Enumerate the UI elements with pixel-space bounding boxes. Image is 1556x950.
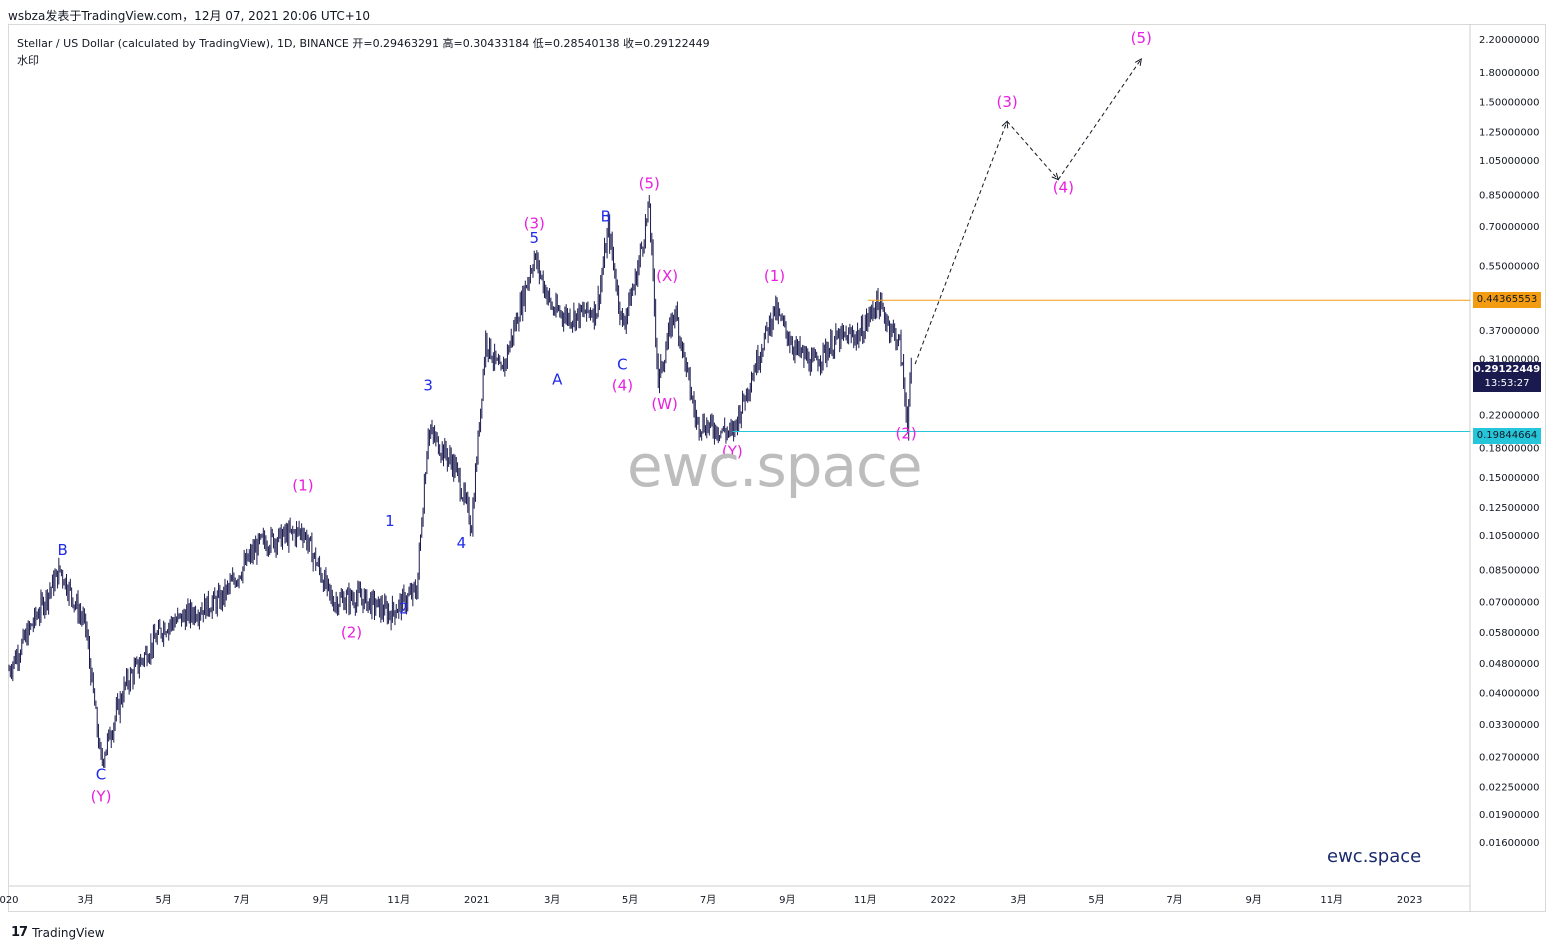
y-tick-label: 0.12500000	[1479, 503, 1539, 514]
x-tick-label: 11月	[1320, 894, 1343, 906]
wave-label: (2)	[341, 624, 362, 642]
brand-name: TradingView	[32, 925, 105, 940]
x-tick-label: 11月	[387, 894, 410, 906]
wave-label: B	[58, 541, 68, 559]
wave-label: (3)	[524, 214, 545, 232]
wave-label: (W)	[651, 395, 678, 413]
countdown-timer: 13:53:27	[1484, 378, 1530, 389]
projection-segment	[1006, 120, 1059, 180]
watermark-text: ewc.space	[627, 432, 923, 500]
y-tick-label: 0.37000000	[1479, 326, 1539, 337]
last-price-tag: 0.29122449 13:53:27	[1473, 362, 1541, 392]
wave-label: (1)	[292, 477, 313, 495]
y-tick-label: 0.55000000	[1479, 261, 1539, 272]
wave-label: (5)	[639, 175, 660, 193]
y-tick-label: 0.10500000	[1479, 531, 1539, 542]
y-tick-label: 1.05000000	[1479, 156, 1539, 167]
y-tick-label: 0.85000000	[1479, 190, 1539, 201]
y-tick-label: 2.20000000	[1479, 35, 1539, 46]
x-tick-label: 2023	[1397, 895, 1422, 906]
x-tick-label: 2021	[464, 895, 489, 906]
y-tick-label: 0.18000000	[1479, 443, 1539, 454]
wave-label: A	[552, 370, 563, 388]
snapshot-header: wsbza发表于TradingView.com，12月 07, 2021 20:…	[8, 9, 371, 23]
wave-label: C	[96, 765, 106, 783]
x-tick-label: 11月	[854, 894, 877, 906]
chart-frame	[8, 24, 1546, 912]
projection-arrowhead	[1134, 57, 1142, 66]
wave-label: C	[617, 356, 627, 374]
y-tick-label: 0.08500000	[1479, 566, 1539, 577]
corner-watermark: ewc.space	[1327, 846, 1422, 867]
y-tick-label: 0.07000000	[1479, 597, 1539, 608]
y-tick-label: 0.22000000	[1479, 411, 1539, 422]
y-tick-label: 0.02700000	[1479, 753, 1539, 764]
wave-label: 1	[385, 512, 395, 530]
projection-segment	[1057, 58, 1142, 180]
y-tick-label: 0.31000000	[1479, 355, 1539, 366]
resistance-price-tag: 0.44365553	[1473, 292, 1541, 308]
x-tick-label: 5月	[1088, 894, 1104, 906]
last-price-value: 0.29122449	[1473, 364, 1541, 375]
tradingview-logo-icon: 17	[11, 925, 28, 940]
y-tick-label: 0.02250000	[1479, 782, 1539, 793]
wave-label: 4	[457, 534, 467, 552]
y-tick-label: 1.50000000	[1479, 98, 1539, 109]
wave-label: B	[601, 207, 611, 225]
chart-legend: Stellar / US Dollar (calculated by Tradi…	[17, 37, 710, 50]
x-tick-label: 3月	[544, 894, 560, 906]
y-tick-label: 0.04800000	[1479, 659, 1539, 670]
y-tick-label: 0.05800000	[1479, 628, 1539, 639]
x-tick-label: 7月	[700, 894, 716, 906]
x-tick-label: 7月	[1166, 894, 1182, 906]
projection-segment	[914, 121, 1008, 365]
horizontal-levels	[732, 299, 1470, 432]
x-tick-label: 020	[0, 895, 19, 906]
x-tick-label: 9月	[313, 894, 329, 906]
x-tick-label: 3月	[77, 894, 93, 906]
wave-label: (4)	[1053, 178, 1074, 196]
wave-label: (4)	[612, 377, 633, 395]
x-tick-label: 5月	[155, 894, 171, 906]
support-price-tag: 0.19844664	[1473, 428, 1541, 444]
price-bars	[8, 195, 912, 768]
y-tick-label: 1.25000000	[1479, 127, 1539, 138]
y-tick-label: 0.01900000	[1479, 810, 1539, 821]
wave-label: (2)	[896, 425, 917, 443]
wave-label: 5	[529, 229, 539, 247]
y-tick-label: 0.15000000	[1479, 473, 1539, 484]
wave-label: (3)	[996, 93, 1017, 111]
wave-label: (5)	[1131, 29, 1152, 47]
x-tick-label: 7月	[233, 894, 249, 906]
tradingview-brand[interactable]: 17 TradingView	[11, 925, 105, 940]
y-tick-label: 0.70000000	[1479, 222, 1539, 233]
wave-label: (X)	[656, 267, 678, 285]
chart-legend-watermark-label: 水印	[17, 54, 39, 67]
x-tick-label: 3月	[1010, 894, 1026, 906]
x-axis-labels: 020 3月 5月 7月 9月 11月 2021 3月 5月 7月 9月 11月 2022 3月 5月 7月 9…	[0, 894, 1422, 906]
wave-label: (Y)	[91, 788, 112, 806]
x-tick-label: 2022	[930, 895, 955, 906]
y-tick-label: 1.80000000	[1479, 68, 1539, 79]
x-tick-label: 5月	[622, 894, 638, 906]
wave-label: 2	[399, 599, 409, 617]
y-tick-label: 0.01600000	[1479, 838, 1539, 849]
wave-label: (1)	[764, 267, 785, 285]
x-tick-label: 9月	[1246, 894, 1262, 906]
y-axis-labels: 2.20000000 1.80000000 1.50000000 1.25000000…	[1479, 35, 1539, 849]
y-tick-label: 0.04000000	[1479, 689, 1539, 700]
y-tick-label: 0.03300000	[1479, 720, 1539, 731]
wave-label: 3	[423, 377, 433, 395]
projection-path	[914, 57, 1142, 365]
x-tick-label: 9月	[779, 894, 795, 906]
wave-labels: BC(Y)(1)(2)1234(3)5ABC(4)(5)(X)(W)(Y)(1)…	[58, 29, 1152, 806]
wave-label: (Y)	[722, 443, 743, 461]
